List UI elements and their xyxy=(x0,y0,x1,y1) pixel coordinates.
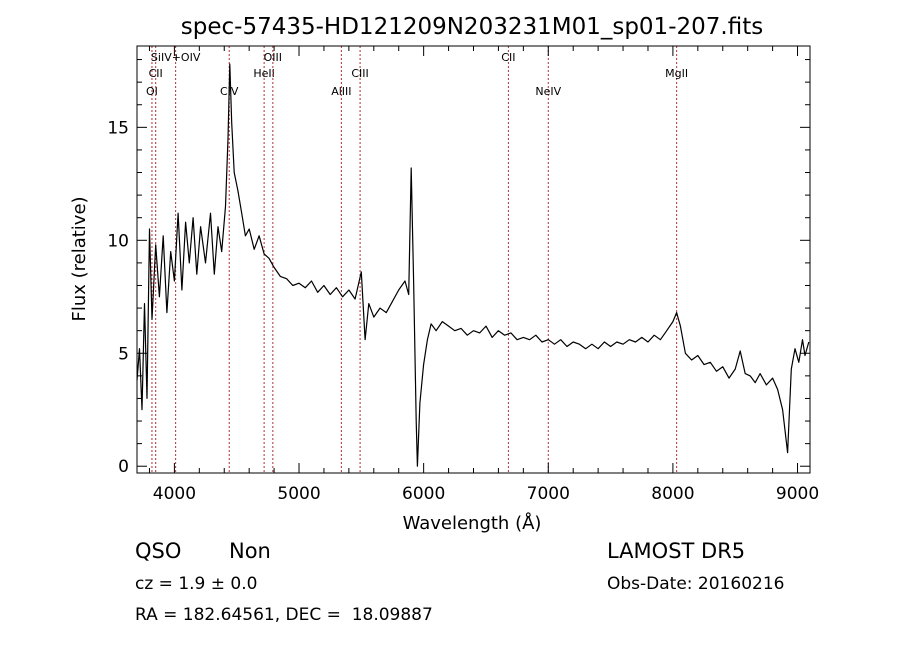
y-tick-label-1: 5 xyxy=(118,344,129,364)
line-label-0: OI xyxy=(146,85,158,98)
x-tick-label-4: 8000 xyxy=(651,484,694,504)
emission-line-markers: OICIISiIV+OIVCIVHeIIOIIIAlIIICIIICIINeIV… xyxy=(146,46,688,473)
y-axis-label: Flux (relative) xyxy=(69,196,90,321)
y-tick-label-2: 10 xyxy=(107,231,129,251)
line-label-6: AlIII xyxy=(331,85,351,98)
spectrum-series xyxy=(136,63,810,467)
line-label-2: SiIV+OIV xyxy=(151,51,201,64)
line-label-5: OIII xyxy=(264,51,282,64)
redshift-text: cz = 1.9 ± 0.0 xyxy=(135,574,257,594)
line-label-8: CII xyxy=(501,51,515,64)
line-label-4: HeII xyxy=(253,67,275,80)
plot-frame xyxy=(136,45,811,474)
y-tick-label-3: 15 xyxy=(107,118,129,138)
x-tick-label-1: 5000 xyxy=(277,484,320,504)
survey-label: LAMOST DR5 xyxy=(607,539,745,563)
x-tick-label-5: 9000 xyxy=(776,484,819,504)
line-label-10: MgII xyxy=(665,67,688,80)
spectrum-line xyxy=(136,63,810,467)
line-label-9: NeIV xyxy=(535,85,561,98)
object-class-label: QSO xyxy=(135,539,181,563)
y-axis: 0 5 10 15 xyxy=(107,59,810,477)
line-label-7: CIII xyxy=(351,67,368,80)
y-tick-label-0: 0 xyxy=(118,457,129,477)
object-subclass-label: Non xyxy=(229,539,271,563)
x-axis: 4000 5000 6000 7000 8000 9000 xyxy=(148,46,819,504)
chart-title: spec-57435-HD121209N203231M01_sp01-207.f… xyxy=(181,14,763,40)
x-tick-label-0: 4000 xyxy=(153,484,196,504)
coordinates-text: RA = 182.64561, DEC = 18.09887 xyxy=(135,605,433,625)
x-tick-label-2: 6000 xyxy=(402,484,445,504)
x-tick-label-3: 7000 xyxy=(527,484,570,504)
line-label-1: CII xyxy=(149,67,163,80)
obs-date-text: Obs-Date: 20160216 xyxy=(607,574,784,594)
x-axis-label: Wavelength (Å) xyxy=(403,512,542,534)
